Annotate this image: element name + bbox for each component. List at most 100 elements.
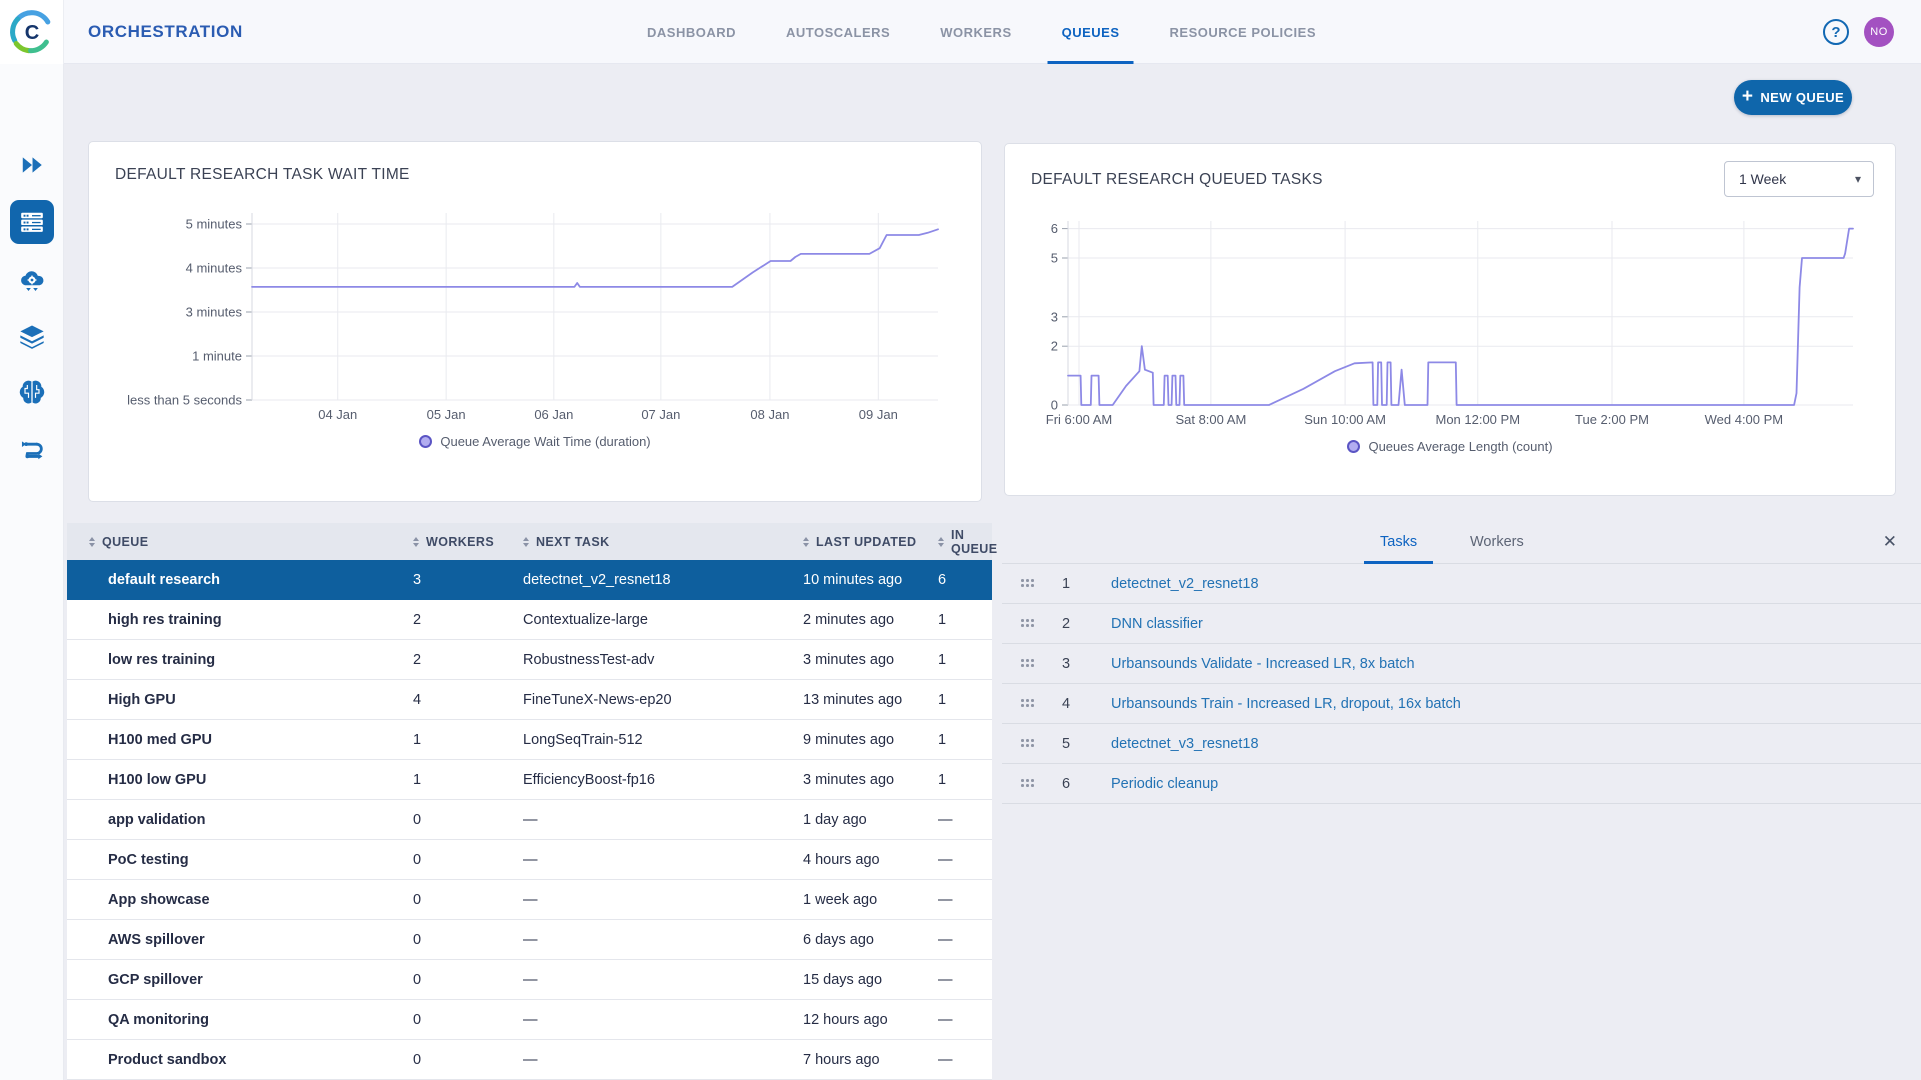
task-link[interactable]: Periodic cleanup [1111, 775, 1219, 792]
drag-handle-icon[interactable] [1021, 739, 1035, 748]
list-item: 6 Periodic cleanup [1002, 764, 1921, 804]
queues-table-body: default research 3 detectnet_v2_resnet18… [67, 560, 992, 1080]
table-row[interactable]: high res training 2 Contextualize-large … [67, 600, 992, 640]
new-queue-button[interactable]: + NEW QUEUE [1734, 80, 1852, 115]
queue-last-updated: 7 hours ago [803, 1051, 880, 1068]
left-sidebar [0, 64, 64, 1080]
top-nav-tab[interactable]: WORKERS [940, 24, 1012, 40]
table-row[interactable]: High GPU 4 FineTuneX-News-ep20 13 minute… [67, 680, 992, 720]
table-row[interactable]: app validation 0 — 1 day ago — [67, 800, 992, 840]
queue-workers: 0 [413, 851, 422, 868]
queue-next-task: — [523, 851, 538, 868]
wait-time-chart: 04 Jan 05 Jan 06 Jan 07 Jan 08 Jan 09 Jan less… [127, 213, 939, 422]
sidebar-item-autoscalers[interactable] [0, 266, 64, 294]
table-row[interactable]: Product sandbox 0 — 7 hours ago — [67, 1040, 992, 1080]
column-header-workers[interactable]: WORKERS [397, 535, 507, 549]
task-index: 6 [1061, 775, 1071, 792]
table-row[interactable]: H100 med GPU 1 LongSeqTrain-512 9 minute… [67, 720, 992, 760]
drag-handle-icon[interactable] [1021, 699, 1035, 708]
queue-last-updated: 3 minutes ago [803, 771, 895, 788]
sidebar-item-pipelines[interactable] [0, 436, 64, 464]
cloud-gear-icon [21, 271, 44, 291]
queue-name: H100 low GPU [108, 771, 207, 788]
queue-detail-panel: Tasks Workers ✕ 1 detectnet_v2_resnet18 … [1002, 523, 1921, 804]
table-row[interactable]: App showcase 0 — 1 week ago — [67, 880, 992, 920]
top-nav-tabs: DASHBOARD AUTOSCALERS WORKERS QUEUES RES… [633, 0, 1330, 64]
drag-handle-icon[interactable] [1021, 579, 1035, 588]
task-link[interactable]: DNN classifier [1111, 615, 1203, 632]
sidebar-item-models[interactable] [0, 378, 64, 406]
queue-workers: 0 [413, 931, 422, 948]
top-nav-tab[interactable]: QUEUES [1047, 0, 1134, 64]
pipeline-icon [21, 441, 43, 460]
sidebar-item-fast-forward[interactable] [0, 152, 64, 178]
column-header-last-updated[interactable]: LAST UPDATED [787, 535, 922, 549]
queue-workers: 3 [413, 571, 422, 588]
drag-handle-icon[interactable] [1021, 779, 1035, 788]
queued-tasks-chart: Fri 6:00 AM Sat 8:00 AM Sun 10:00 AM Mon 12… [1046, 221, 1854, 427]
queue-workers: 0 [413, 971, 422, 988]
column-header-next-task[interactable]: NEXT TASK [507, 535, 787, 549]
legend-marker-icon [1347, 440, 1361, 453]
drag-handle-icon[interactable] [1021, 619, 1035, 628]
queue-next-task: EfficiencyBoost-fp16 [523, 771, 655, 788]
table-row[interactable]: default research 3 detectnet_v2_resnet18… [67, 560, 992, 600]
tab-workers[interactable]: Workers [1470, 534, 1524, 550]
queues-table: QUEUE WORKERS NEXT TASK LAST UPDATED IN … [67, 523, 997, 1080]
queue-name: GCP spillover [108, 971, 203, 988]
time-range-dropdown[interactable]: 1 Week ▾ [1724, 161, 1874, 197]
svg-text:Sat 8:00 AM: Sat 8:00 AM [1175, 412, 1246, 427]
task-link[interactable]: detectnet_v2_resnet18 [1111, 575, 1259, 592]
top-nav-tab[interactable]: AUTOSCALERS [786, 24, 891, 40]
legend-marker-icon [419, 435, 433, 448]
table-row[interactable]: GCP spillover 0 — 15 days ago — [67, 960, 992, 1000]
tab-tasks[interactable]: Tasks [1364, 523, 1434, 564]
sidebar-item-datasets[interactable] [0, 322, 64, 350]
table-row[interactable]: AWS spillover 0 — 6 days ago — [67, 920, 992, 960]
svg-text:05 Jan: 05 Jan [427, 407, 466, 422]
queue-last-updated: 4 hours ago [803, 851, 880, 868]
fast-forward-icon [22, 157, 42, 173]
drag-handle-icon[interactable] [1021, 659, 1035, 668]
help-icon[interactable]: ? [1823, 19, 1849, 45]
table-row[interactable]: low res training 2 RobustnessTest-adv 3 … [67, 640, 992, 680]
task-index: 1 [1061, 575, 1071, 592]
list-item: 4 Urbansounds Train - Increased LR, drop… [1002, 684, 1921, 724]
svg-text:3 minutes: 3 minutes [186, 305, 243, 320]
table-row[interactable]: H100 low GPU 1 EfficiencyBoost-fp16 3 mi… [67, 760, 992, 800]
task-link[interactable]: Urbansounds Train - Increased LR, dropou… [1111, 695, 1461, 712]
svg-text:Tue 2:00 PM: Tue 2:00 PM [1575, 412, 1649, 427]
queue-name: PoC testing [108, 851, 189, 868]
sidebar-item-orchestration[interactable] [0, 200, 64, 244]
table-row[interactable]: PoC testing 0 — 4 hours ago — [67, 840, 992, 880]
svg-text:Wed 4:00 PM: Wed 4:00 PM [1705, 412, 1784, 427]
brain-icon [19, 380, 45, 404]
sort-icon [89, 536, 95, 547]
queue-next-task: — [523, 971, 538, 988]
list-item: 2 DNN classifier [1002, 604, 1921, 644]
list-item: 3 Urbansounds Validate - Increased LR, 8… [1002, 644, 1921, 684]
wait-time-chart-title: DEFAULT RESEARCH TASK WAIT TIME [115, 166, 410, 183]
top-nav-tab[interactable]: DASHBOARD [647, 24, 737, 40]
column-header-queue[interactable]: QUEUE [67, 535, 397, 549]
clearml-logo-icon: C [9, 10, 50, 54]
app-logo[interactable]: C [0, 0, 64, 64]
top-nav-tab[interactable]: RESOURCE POLICIES [1169, 24, 1316, 40]
queue-workers: 4 [413, 691, 422, 708]
queue-name: Product sandbox [108, 1051, 227, 1068]
queue-in-queue: — [938, 851, 953, 868]
column-header-in-queue[interactable]: IN QUEUE [922, 528, 997, 556]
server-rack-icon [10, 200, 54, 244]
table-row[interactable]: QA monitoring 0 — 12 hours ago — [67, 1000, 992, 1040]
queue-last-updated: 3 minutes ago [803, 651, 895, 668]
panel-tabs: Tasks Workers ✕ [1002, 523, 1921, 564]
task-index: 4 [1061, 695, 1071, 712]
task-link[interactable]: detectnet_v3_resnet18 [1111, 735, 1259, 752]
queue-last-updated: 15 days ago [803, 971, 883, 988]
svg-text:5: 5 [1051, 251, 1058, 266]
svg-text:Sun 10:00 AM: Sun 10:00 AM [1304, 412, 1386, 427]
avatar[interactable]: NO [1864, 17, 1894, 47]
queue-next-task: — [523, 1051, 538, 1068]
task-link[interactable]: Urbansounds Validate - Increased LR, 8x … [1111, 655, 1415, 672]
close-icon[interactable]: ✕ [1882, 532, 1897, 551]
